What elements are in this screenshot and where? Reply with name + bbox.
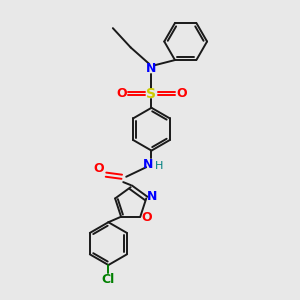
Text: N: N [146, 62, 157, 75]
Text: N: N [143, 158, 154, 171]
Text: S: S [146, 86, 157, 100]
Text: O: O [116, 87, 127, 100]
Text: O: O [94, 162, 104, 175]
Text: N: N [147, 190, 158, 203]
Text: Cl: Cl [102, 273, 115, 286]
Text: O: O [141, 211, 152, 224]
Text: O: O [176, 87, 187, 100]
Text: H: H [155, 161, 163, 171]
